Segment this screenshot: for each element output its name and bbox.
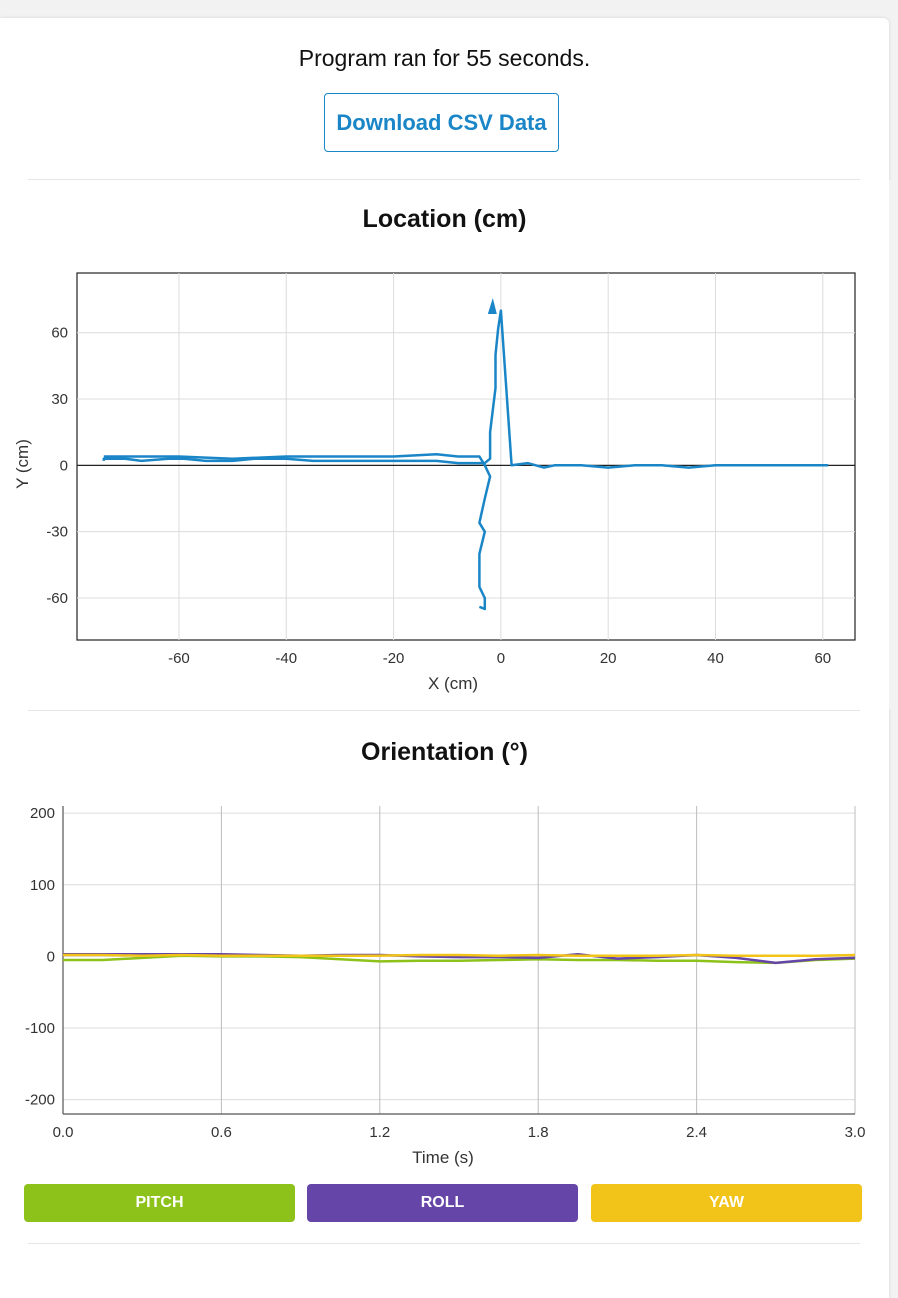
divider [28, 179, 860, 180]
status-text: Program ran for 55 seconds. [298, 45, 591, 71]
orientation-x-tick-label: 1.2 [369, 1124, 390, 1141]
location-path-line [102, 309, 829, 469]
location-y-axis-label: Y (cm) [13, 439, 32, 489]
location-x-tick-label: 40 [707, 650, 724, 667]
orientation-chart-title: Orientation (°) [361, 738, 528, 766]
location-y-tick-label: 0 [60, 457, 68, 474]
location-y-tick-label: 30 [51, 391, 68, 408]
yaw-toggle-button[interactable]: YAW [591, 1184, 862, 1222]
orientation-x-tick-label: 0.0 [53, 1124, 74, 1141]
orientation-y-tick-label: -200 [25, 1092, 55, 1109]
download-csv-button[interactable]: Download CSV Data [324, 93, 559, 152]
orientation-y-tick-label: 0 [47, 948, 55, 965]
orientation-x-tick-label: 1.8 [528, 1124, 549, 1141]
orientation-y-tick-label: 100 [30, 877, 55, 894]
orientation-x-tick-label: 3.0 [845, 1124, 866, 1141]
location-x-tick-label: -60 [168, 650, 190, 667]
location-x-tick-label: 0 [497, 650, 505, 667]
location-chart-title: Location (cm) [362, 205, 527, 233]
roll-toggle-button[interactable]: ROLL [307, 1184, 578, 1222]
location-x-tick-label: 60 [814, 650, 831, 667]
card-edge [889, 180, 898, 710]
pitch-toggle-button[interactable]: PITCH [24, 1184, 295, 1222]
divider [28, 710, 860, 711]
location-x-axis-label: X (cm) [428, 674, 478, 693]
orientation-chart: 200 100 0 -100 -200 0.0 0.6 1.2 1.8 2.4 3.0 Time (… [25, 805, 866, 1167]
location-y-tick-label: -60 [46, 590, 68, 607]
orientation-x-axis-label: Time (s) [412, 1148, 474, 1167]
orientation-x-tick-label: 2.4 [686, 1124, 707, 1141]
location-x-tick-label: -40 [275, 650, 297, 667]
location-x-tick-label: 20 [600, 650, 617, 667]
yaw-series-line [63, 953, 856, 957]
orientation-y-tick-label: -100 [25, 1020, 55, 1037]
location-y-tick-label: 60 [51, 325, 68, 342]
orientation-y-tick-label: 200 [30, 805, 55, 822]
location-heading-arrow [487, 297, 497, 314]
location-chart: -60 -40 -20 0 20 40 60 60 30 0 -30 -60 X (cm) Y (cm… [13, 272, 856, 693]
location-y-tick-label: -30 [46, 524, 68, 541]
location-x-tick-label: -20 [383, 650, 405, 667]
location-path-line [103, 453, 492, 611]
divider [28, 1243, 860, 1244]
orientation-x-tick-label: 0.6 [211, 1124, 232, 1141]
results-card [0, 18, 889, 1298]
